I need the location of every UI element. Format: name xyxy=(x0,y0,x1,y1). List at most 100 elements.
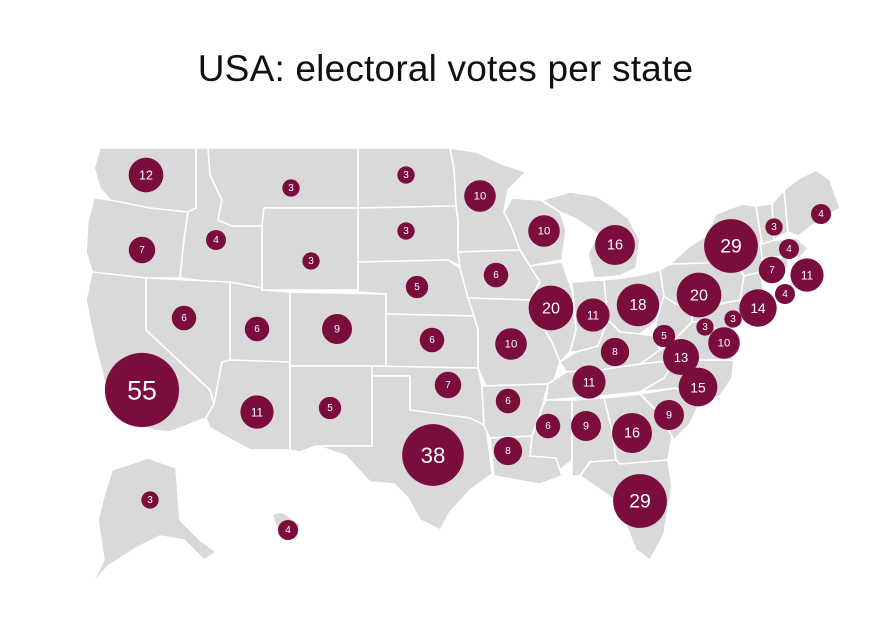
vote-label: 3 xyxy=(403,226,409,237)
vote-label: 5 xyxy=(661,331,667,342)
vote-label: 3 xyxy=(730,314,736,325)
bubble-al: 9 xyxy=(571,411,601,441)
vote-circle xyxy=(495,328,527,360)
vote-label: 6 xyxy=(505,396,511,407)
vote-label: 11 xyxy=(251,406,264,420)
vote-label: 16 xyxy=(624,426,640,442)
bubble-ut: 6 xyxy=(244,316,270,342)
vote-label: 10 xyxy=(718,338,731,350)
bubble-ak: 3 xyxy=(141,491,159,509)
vote-label: 18 xyxy=(629,297,646,314)
vote-label: 6 xyxy=(493,270,499,281)
vote-circle xyxy=(528,215,560,247)
vote-label: 14 xyxy=(750,301,766,316)
vote-label: 11 xyxy=(801,269,814,283)
vote-circle xyxy=(495,388,521,414)
bubble-md: 10 xyxy=(708,327,740,359)
vote-circle xyxy=(322,314,352,344)
vote-label: 16 xyxy=(607,238,623,254)
bubble-il: 20 xyxy=(528,285,574,331)
vote-label: 20 xyxy=(542,300,560,318)
bubble-ky: 8 xyxy=(600,337,630,367)
vote-label: 4 xyxy=(213,235,219,246)
vote-label: 10 xyxy=(538,226,551,238)
vote-circle xyxy=(696,318,714,336)
bubble-oh: 18 xyxy=(616,283,660,327)
vote-circle xyxy=(571,411,601,441)
vote-label: 4 xyxy=(285,525,291,536)
vote-circle xyxy=(528,285,574,331)
bubble-ma: 11 xyxy=(790,258,824,292)
bubble-ia: 6 xyxy=(483,262,509,288)
vote-circle xyxy=(654,400,684,430)
vote-circle xyxy=(652,324,676,348)
vote-label: 3 xyxy=(288,183,294,194)
bubble-mi: 16 xyxy=(595,225,635,265)
vote-label: 29 xyxy=(720,236,742,258)
bubble-sd: 3 xyxy=(397,222,415,240)
bubble-nj: 14 xyxy=(739,289,777,327)
bubble-wa: 12 xyxy=(128,157,164,193)
vote-label: 4 xyxy=(818,209,824,220)
vote-circle xyxy=(739,289,777,327)
vote-circle xyxy=(662,338,700,376)
vote-bubbles: 12 7 55 4 6 3 3 6 11 9 5 3 3 5 6 7 38 10 6 10 6 8 10 20 16 11 18 8 1… xyxy=(104,157,831,540)
vote-circle xyxy=(790,258,824,292)
vote-label: 3 xyxy=(702,322,708,333)
bubble-fl: 29 xyxy=(613,474,667,528)
vote-circle xyxy=(811,204,831,224)
vote-circle xyxy=(434,371,462,399)
bubble-nd: 3 xyxy=(397,166,415,184)
bubble-me: 4 xyxy=(811,204,831,224)
bubble-nm: 5 xyxy=(318,396,342,420)
vote-label: 11 xyxy=(583,376,596,390)
vote-circle xyxy=(493,436,523,466)
bubble-ne: 5 xyxy=(405,275,429,299)
vote-label: 10 xyxy=(474,191,487,203)
bubble-wv: 5 xyxy=(652,324,676,348)
bubble-hi: 4 xyxy=(278,520,298,540)
vote-circle xyxy=(206,230,226,250)
bubble-ms: 6 xyxy=(535,413,561,439)
vote-label: 6 xyxy=(545,421,551,432)
vote-label: 3 xyxy=(403,170,409,181)
vote-circle xyxy=(419,327,445,353)
vote-label: 9 xyxy=(666,410,672,422)
vote-circle xyxy=(576,298,610,332)
bubble-ca: 55 xyxy=(104,352,180,428)
vote-label: 3 xyxy=(147,495,153,506)
vote-circle xyxy=(765,218,783,236)
vote-circle xyxy=(397,166,415,184)
vote-circle xyxy=(708,327,740,359)
vote-label: 7 xyxy=(445,380,451,391)
vote-label: 29 xyxy=(629,491,651,513)
vote-label: 6 xyxy=(254,324,260,335)
vote-label: 3 xyxy=(308,256,314,267)
vote-circle xyxy=(128,157,164,193)
vote-label: 8 xyxy=(612,347,618,358)
vote-label: 4 xyxy=(782,289,788,300)
vote-circle xyxy=(405,275,429,299)
vote-label: 7 xyxy=(139,245,145,256)
bubble-wy: 3 xyxy=(302,252,320,270)
vote-circle xyxy=(483,262,509,288)
vote-label: 38 xyxy=(421,443,446,468)
vote-circle xyxy=(600,337,630,367)
vote-circle xyxy=(572,365,606,399)
vote-circle xyxy=(402,424,464,486)
bubble-mo: 10 xyxy=(495,328,527,360)
state-wyoming xyxy=(261,207,359,291)
vote-circle xyxy=(724,310,742,328)
bubble-ny: 29 xyxy=(704,219,758,273)
bubble-va: 13 xyxy=(662,338,700,376)
bubble-nh: 4 xyxy=(779,239,799,259)
vote-circle xyxy=(318,396,342,420)
bubble-ok: 7 xyxy=(434,371,462,399)
vote-circle xyxy=(171,305,197,331)
bubble-ar: 6 xyxy=(495,388,521,414)
vote-circle xyxy=(535,413,561,439)
state-alaska xyxy=(91,457,217,585)
vote-circle xyxy=(397,222,415,240)
state-shapes xyxy=(85,147,841,585)
